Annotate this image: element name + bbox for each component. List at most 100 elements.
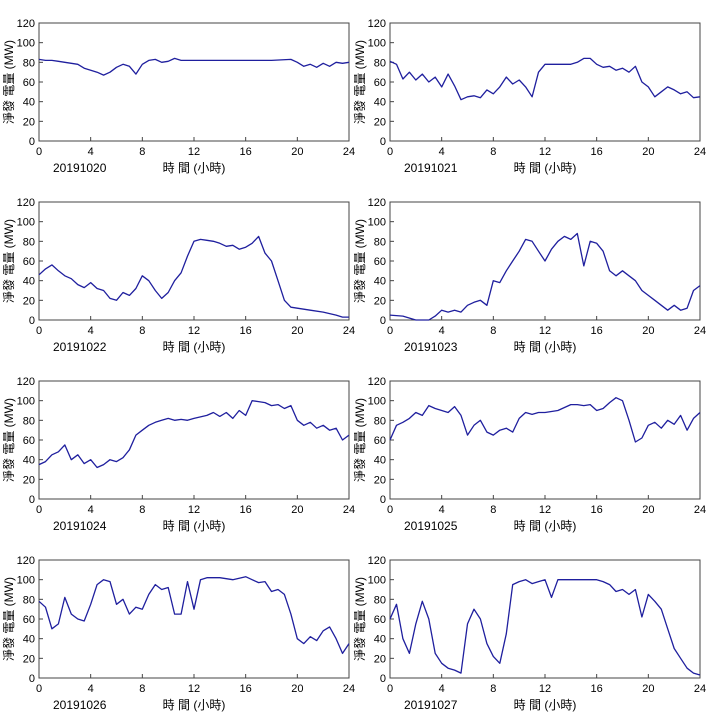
chart-panel-20191026: 0 20 40 60 80 100 120 0 4 8 12 16 20 24 淨發 電量 (MW) 2019… [1,555,355,712]
y-tick-label: 40 [374,276,386,288]
x-tick-label: 12 [539,683,551,695]
y-tick-label: 20 [23,116,35,128]
y-axis-label: 淨發 電量 (MW) [1,219,16,303]
y-tick-label: 40 [23,455,35,467]
date-label: 20191022 [53,340,107,354]
y-tick-label: 100 [368,38,386,50]
x-tick-label: 16 [591,504,603,516]
x-axis-label: 時 間 (小時) [163,698,226,712]
y-axis-label: 淨發 電量 (MW) [352,40,367,124]
y-tick-label: 120 [17,376,35,388]
x-axis-label: 時 間 (小時) [514,340,577,354]
y-tick-label: 100 [17,38,35,50]
plot-frame [389,559,701,679]
y-tick-label: 40 [374,455,386,467]
y-axis-label: 淨發 電量 (MW) [1,398,16,482]
y-tick-label: 60 [23,77,35,89]
x-tick-label: 8 [139,504,145,516]
y-axis-label: 淨發 電量 (MW) [352,219,367,303]
y-tick-label: 40 [23,97,35,109]
x-tick-label: 8 [490,325,496,337]
x-tick-label: 24 [343,146,355,158]
x-tick-label: 24 [694,325,706,337]
y-tick-label: 20 [23,653,35,665]
y-tick-label: 80 [374,57,386,69]
y-tick-label: 80 [23,57,35,69]
x-axis-label: 時 間 (小時) [163,519,226,533]
y-tick-label: 100 [17,575,35,587]
x-tick-label: 24 [343,504,355,516]
y-tick-label: 120 [17,197,35,209]
y-tick-label: 20 [374,295,386,307]
y-tick-label: 100 [368,575,386,587]
x-tick-label: 16 [591,146,603,158]
x-tick-label: 12 [188,683,200,695]
x-tick-label: 4 [439,146,445,158]
y-axis-label: 淨發 電量 (MW) [352,577,367,661]
x-tick-label: 24 [694,146,706,158]
x-tick-label: 16 [240,504,252,516]
x-tick-label: 0 [387,504,393,516]
y-axis-label: 淨發 電量 (MW) [352,398,367,482]
y-tick-label: 100 [17,396,35,408]
y-tick-label: 80 [374,415,386,427]
x-tick-label: 24 [694,504,706,516]
series-line [389,232,701,321]
chart-panel-20191023: 0 20 40 60 80 100 120 0 4 8 12 16 20 24 淨發 電量 (MW) 2019… [352,197,706,354]
y-tick-label: 60 [23,256,35,268]
y-tick-label: 60 [374,256,386,268]
x-tick-label: 20 [291,146,303,158]
y-tick-label: 20 [374,474,386,486]
x-tick-label: 0 [36,146,42,158]
plot-frame [389,22,701,142]
chart-panel-20191020: 0 20 40 60 80 100 120 0 4 8 12 16 20 24 淨發 電量 (MW) 2019… [1,18,355,175]
plot-frame [38,201,350,321]
x-tick-label: 0 [36,504,42,516]
x-tick-label: 16 [591,683,603,695]
x-tick-label: 4 [439,683,445,695]
series-line [38,400,350,469]
x-axis-label: 時 間 (小時) [163,340,226,354]
x-tick-label: 0 [36,325,42,337]
plot-frame [38,559,350,679]
y-tick-label: 80 [23,594,35,606]
y-tick-label: 60 [23,614,35,626]
x-axis-label: 時 間 (小時) [514,698,577,712]
y-tick-label: 120 [368,197,386,209]
series-line [38,57,350,76]
y-tick-label: 120 [17,18,35,30]
date-label: 20191027 [404,698,458,712]
y-axis-label: 淨發 電量 (MW) [1,40,16,124]
y-tick-label: 60 [374,614,386,626]
date-label: 20191025 [404,519,458,533]
x-tick-label: 20 [642,325,654,337]
y-tick-label: 120 [17,555,35,567]
x-tick-label: 12 [539,325,551,337]
x-tick-label: 8 [490,683,496,695]
y-tick-label: 40 [23,634,35,646]
chart-panel-20191021: 0 20 40 60 80 100 120 0 4 8 12 16 20 24 淨發 電量 (MW) 2019… [352,18,706,175]
y-tick-label: 40 [374,634,386,646]
x-tick-label: 16 [591,325,603,337]
y-tick-label: 120 [368,376,386,388]
y-tick-label: 20 [23,295,35,307]
x-tick-label: 4 [439,325,445,337]
x-tick-label: 8 [139,146,145,158]
x-tick-label: 24 [343,683,355,695]
x-tick-label: 20 [291,504,303,516]
y-tick-label: 0 [380,136,386,148]
y-tick-label: 100 [17,217,35,229]
y-tick-label: 60 [374,77,386,89]
x-tick-label: 4 [88,325,94,337]
series-line [389,397,701,443]
x-tick-label: 4 [88,504,94,516]
y-tick-label: 60 [23,435,35,447]
x-tick-label: 16 [240,683,252,695]
y-tick-label: 80 [23,236,35,248]
plot-frame [38,380,350,500]
x-tick-label: 8 [490,504,496,516]
y-tick-label: 0 [29,136,35,148]
y-tick-label: 20 [374,116,386,128]
x-tick-label: 0 [387,146,393,158]
